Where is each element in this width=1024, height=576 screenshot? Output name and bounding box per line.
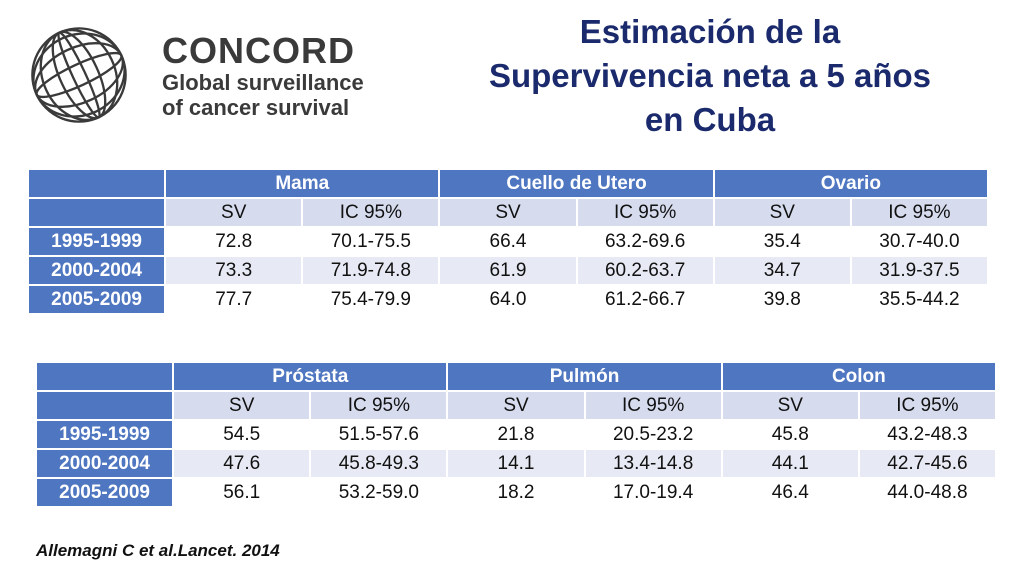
subheader-cell: SV: [722, 392, 858, 419]
value-cell: 66.4: [440, 228, 576, 255]
title-line-1: Estimación de la: [579, 13, 841, 50]
subheader-cell: IC 95%: [859, 392, 995, 419]
value-cell: 20.5-23.2: [585, 421, 721, 448]
cancer-header-row: Próstata Pulmón Colon: [37, 363, 995, 390]
value-cell: 47.6: [174, 450, 310, 477]
subheader-row: SV IC 95% SV IC 95% SV IC 95%: [37, 392, 995, 419]
table-row: 2005-2009 56.1 53.2-59.0 18.2 17.0-19.4 …: [37, 479, 995, 506]
value-cell: 60.2-63.7: [577, 257, 713, 284]
value-cell: 64.0: [440, 286, 576, 313]
value-cell: 35.5-44.2: [851, 286, 987, 313]
globe-icon: [31, 27, 127, 123]
cancer-header: Ovario: [714, 170, 987, 197]
concord-logo: CONCORD Global surveillance of cancer su…: [26, 20, 396, 130]
value-cell: 77.7: [166, 286, 302, 313]
value-cell: 44.0-48.8: [859, 479, 995, 506]
period-label: 2000-2004: [29, 257, 165, 284]
subheader-cell: IC 95%: [851, 199, 987, 226]
cancer-header: Próstata: [174, 363, 447, 390]
cancer-header: Colon: [722, 363, 995, 390]
subheader-cell: SV: [174, 392, 310, 419]
value-cell: 61.2-66.7: [577, 286, 713, 313]
value-cell: 45.8-49.3: [311, 450, 447, 477]
survival-table-1: Mama Cuello de Utero Ovario SV IC 95% SV…: [27, 168, 989, 315]
subheader-row: SV IC 95% SV IC 95% SV IC 95%: [29, 199, 987, 226]
logo-tagline-1: Global surveillance: [162, 70, 364, 95]
value-cell: 44.1: [722, 450, 858, 477]
value-cell: 30.7-40.0: [851, 228, 987, 255]
corner-cell: [37, 392, 173, 419]
cancer-header: Pulmón: [448, 363, 721, 390]
value-cell: 42.7-45.6: [859, 450, 995, 477]
value-cell: 72.8: [166, 228, 302, 255]
corner-cell: [29, 170, 165, 197]
cancer-header: Cuello de Utero: [440, 170, 713, 197]
table-row: 1995-1999 72.8 70.1-75.5 66.4 63.2-69.6 …: [29, 228, 987, 255]
title-line-3: en Cuba: [644, 101, 776, 138]
value-cell: 34.7: [714, 257, 850, 284]
logo-tagline-2: of cancer survival: [162, 95, 350, 120]
subheader-cell: SV: [448, 392, 584, 419]
subheader-cell: IC 95%: [303, 199, 439, 226]
title-line-2: Supervivencia neta a 5 años: [488, 57, 932, 94]
subheader-cell: IC 95%: [311, 392, 447, 419]
value-cell: 13.4-14.8: [585, 450, 721, 477]
value-cell: 71.9-74.8: [303, 257, 439, 284]
subheader-cell: IC 95%: [577, 199, 713, 226]
value-cell: 61.9: [440, 257, 576, 284]
value-cell: 73.3: [166, 257, 302, 284]
corner-cell: [29, 199, 165, 226]
value-cell: 17.0-19.4: [585, 479, 721, 506]
value-cell: 39.8: [714, 286, 850, 313]
value-cell: 75.4-79.9: [303, 286, 439, 313]
value-cell: 43.2-48.3: [859, 421, 995, 448]
value-cell: 45.8: [722, 421, 858, 448]
period-label: 2000-2004: [37, 450, 173, 477]
cancer-header-row: Mama Cuello de Utero Ovario: [29, 170, 987, 197]
slide-title: Estimación de la Supervivencia neta a 5 …: [420, 10, 1000, 142]
cancer-header: Mama: [166, 170, 439, 197]
period-label: 2005-2009: [29, 286, 165, 313]
value-cell: 51.5-57.6: [311, 421, 447, 448]
value-cell: 70.1-75.5: [303, 228, 439, 255]
subheader-cell: SV: [166, 199, 302, 226]
period-label: 1995-1999: [29, 228, 165, 255]
value-cell: 54.5: [174, 421, 310, 448]
value-cell: 21.8: [448, 421, 584, 448]
logo-text: CONCORD Global surveillance of cancer su…: [162, 30, 364, 121]
value-cell: 53.2-59.0: [311, 479, 447, 506]
value-cell: 46.4: [722, 479, 858, 506]
subheader-cell: SV: [440, 199, 576, 226]
subheader-cell: SV: [714, 199, 850, 226]
value-cell: 35.4: [714, 228, 850, 255]
value-cell: 56.1: [174, 479, 310, 506]
value-cell: 63.2-69.6: [577, 228, 713, 255]
table-row: 1995-1999 54.5 51.5-57.6 21.8 20.5-23.2 …: [37, 421, 995, 448]
value-cell: 14.1: [448, 450, 584, 477]
table-row: 2000-2004 73.3 71.9-74.8 61.9 60.2-63.7 …: [29, 257, 987, 284]
period-label: 2005-2009: [37, 479, 173, 506]
table-row: 2000-2004 47.6 45.8-49.3 14.1 13.4-14.8 …: [37, 450, 995, 477]
value-cell: 31.9-37.5: [851, 257, 987, 284]
corner-cell: [37, 363, 173, 390]
period-label: 1995-1999: [37, 421, 173, 448]
logo-name: CONCORD: [162, 30, 355, 71]
value-cell: 18.2: [448, 479, 584, 506]
citation: Allemagni C et al.Lancet. 2014: [36, 541, 280, 560]
table-row: 2005-2009 77.7 75.4-79.9 64.0 61.2-66.7 …: [29, 286, 987, 313]
survival-table-2: Próstata Pulmón Colon SV IC 95% SV IC 95…: [35, 361, 997, 508]
subheader-cell: IC 95%: [585, 392, 721, 419]
